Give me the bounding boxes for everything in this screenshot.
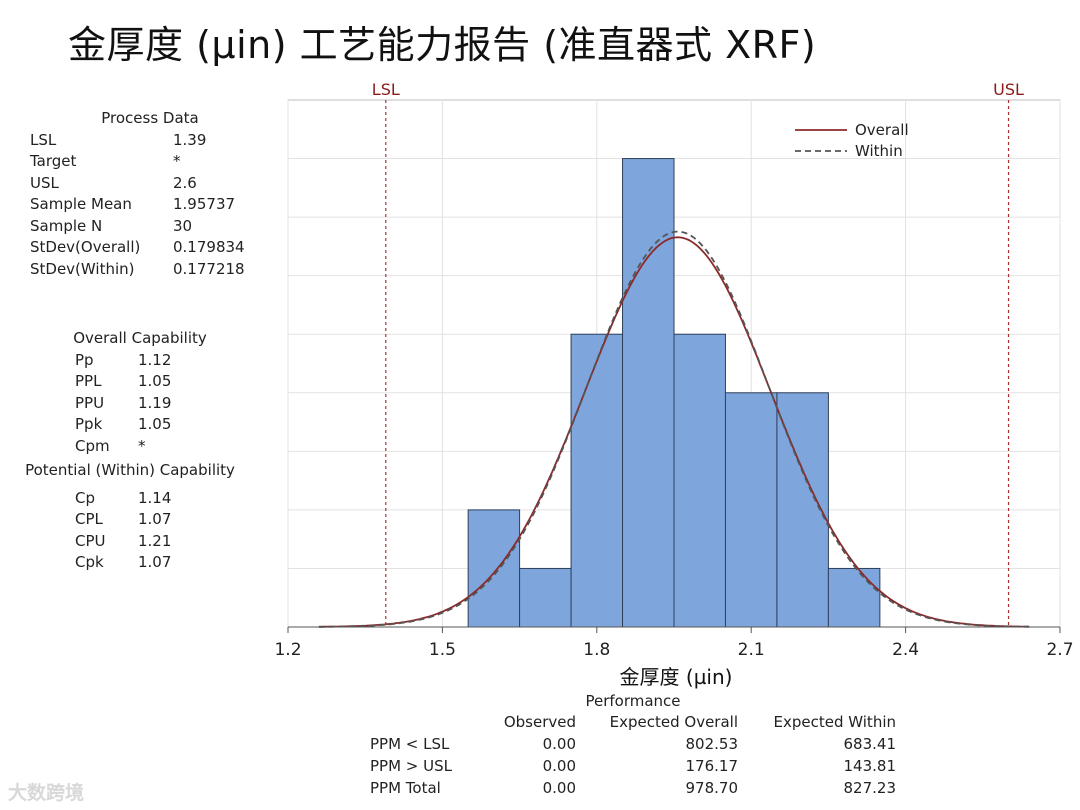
normal-curve-overall [318,236,1030,628]
performance-col-expected-within: Expected Within [773,713,896,731]
performance-col-expected-overall: Expected Overall [609,713,738,731]
potential-capability-label: Cpk [75,553,104,571]
performance-cell-observed: 0.00 [542,757,576,775]
overall-capability-label: PPL [75,372,102,390]
process-data-value: * [173,152,181,170]
potential-capability-label: Cp [75,488,95,507]
overall-capability-header: Overall Capability [73,329,207,347]
potential-capability-list: Cp 1.14 CPL 1.07 CPU 1.21 Cpk 1.07 [5,482,255,574]
overall-capability-list: Pp 1.12 PPL 1.05 PPU 1.19 Ppk 1.05 Cpm * [40,350,240,458]
potential-capability-value: 1.07 [138,510,172,528]
potential-capability-label: CPL [75,510,103,528]
x-tick-label: 1.5 [429,640,456,660]
spec-limit-label-lsl: LSL [372,80,400,99]
overall-capability-value: 1.19 [138,393,172,412]
x-tick-label: 1.8 [583,640,610,660]
process-data-label: Target [30,152,77,170]
x-axis-label: 金厚度 (µin) [620,665,733,689]
performance-cell-observed: 0.00 [542,779,576,797]
potential-capability-label: CPU [75,531,106,550]
process-data-value: 2.6 [173,173,197,192]
histogram-bar [570,333,624,628]
performance-cell-overall: 802.53 [685,735,739,753]
process-data-value: 1.95737 [173,195,236,213]
spec-limit-label-usl: USL [993,80,1024,99]
watermark-text: 大数跨境 [8,782,85,804]
potential-capability-value: 1.21 [138,531,172,550]
capability-histogram-chart: LSL USL 1.2 1.5 1.8 2.1 2.4 2.7 金厚度 (µin) Overall… [274,80,1073,689]
legend-label-overall: Overall [855,121,909,139]
watermark-logo: 大数跨境 [8,778,84,805]
x-tick-label: 2.7 [1046,640,1073,660]
normal-curve-within [318,230,1030,628]
histogram-bar [622,158,675,628]
performance-row: PPM Total 0.00 978.70 827.23 [370,777,896,799]
x-tick-label: 2.4 [892,640,919,660]
process-data-label: Sample Mean [30,195,132,213]
histogram-bar [519,567,572,628]
performance-cell-label: PPM > USL [370,757,452,775]
performance-cell-overall: 176.17 [685,757,739,775]
performance-cell-within: 683.41 [843,735,897,753]
histogram-bar [827,567,881,628]
process-data-label: Sample N [30,216,103,235]
overall-capability-value: * [138,436,146,455]
process-data-value: 30 [173,216,193,235]
report-title: 金厚度 (µin) 工艺能力报告 (准直器式 XRF) [68,23,817,67]
performance-table-panel: Performance Observed Expected Overall Ex… [370,691,896,799]
potential-capability-value: 1.07 [138,553,172,571]
potential-capability-header: Potential (Within) Capability [25,461,235,479]
performance-col-observed: Observed [503,713,576,731]
performance-cell-overall: 978.70 [685,779,739,797]
process-data-value: 0.177218 [173,259,245,278]
overall-capability-panel: Overall Capability Pp 1.12 PPL 1.05 PPU 1.19 P… [40,328,240,457]
potential-capability-value: 1.14 [138,488,172,507]
histogram-bar [467,509,521,628]
overall-capability-value: 1.12 [138,350,172,369]
performance-cell-label: PPM < LSL [370,735,450,753]
performance-row: PPM > USL 0.00 176.17 143.81 [370,755,896,777]
process-data-value: 0.179834 [173,238,245,256]
performance-row: PPM < LSL 0.00 802.53 683.41 [370,733,896,755]
overall-capability-value: 1.05 [138,415,172,433]
performance-title: Performance [585,692,681,710]
legend-label-within: Within [855,142,903,160]
x-tick-label: 1.2 [274,640,301,660]
histogram-bar [673,333,726,628]
x-tick-label: 2.1 [738,640,765,660]
performance-cell-label: PPM Total [370,779,441,797]
performance-cell-within: 827.23 [843,779,897,797]
process-data-label: LSL [30,130,57,149]
process-data-header: Process Data [101,109,199,127]
overall-capability-value: 1.05 [138,372,172,390]
overall-capability-label: PPU [75,393,105,412]
process-data-label: USL [30,173,59,192]
process-data-label: StDev(Overall) [30,238,141,256]
process-data-value: 1.39 [173,130,207,149]
performance-col-blank [370,711,498,733]
performance-cell-observed: 0.00 [542,735,576,753]
histogram-bar [724,392,778,628]
overall-capability-label: Pp [75,350,94,369]
process-data-list: LSL 1.39 Target * USL 2.6 Sample Mean 1.95737 Sa… [30,130,270,281]
potential-capability-panel: Potential (Within) Capability Cp 1.14 CPL 1… [5,460,255,574]
overall-capability-label: Cpm [75,436,110,455]
process-data-panel: Process Data LSL 1.39 Target * USL 2.6 Sample … [30,108,270,280]
performance-cell-within: 143.81 [843,757,897,775]
overall-capability-label: Ppk [75,415,103,433]
process-data-label: StDev(Within) [30,259,135,278]
